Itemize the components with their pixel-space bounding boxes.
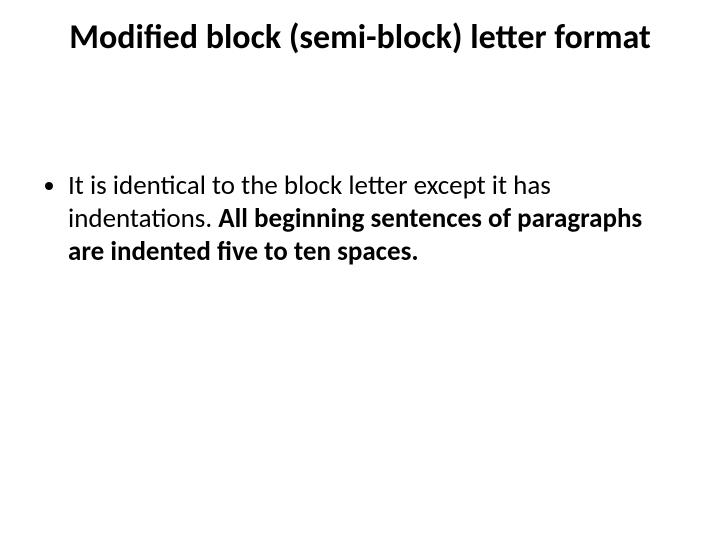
list-item: It is identical to the block letter exce…: [68, 170, 670, 269]
bullet-list: It is identical to the block letter exce…: [40, 170, 670, 269]
slide-body: It is identical to the block letter exce…: [40, 170, 670, 269]
slide-title: Modified block (semi-block) letter forma…: [60, 18, 660, 57]
slide: Modified block (semi-block) letter forma…: [0, 0, 720, 540]
